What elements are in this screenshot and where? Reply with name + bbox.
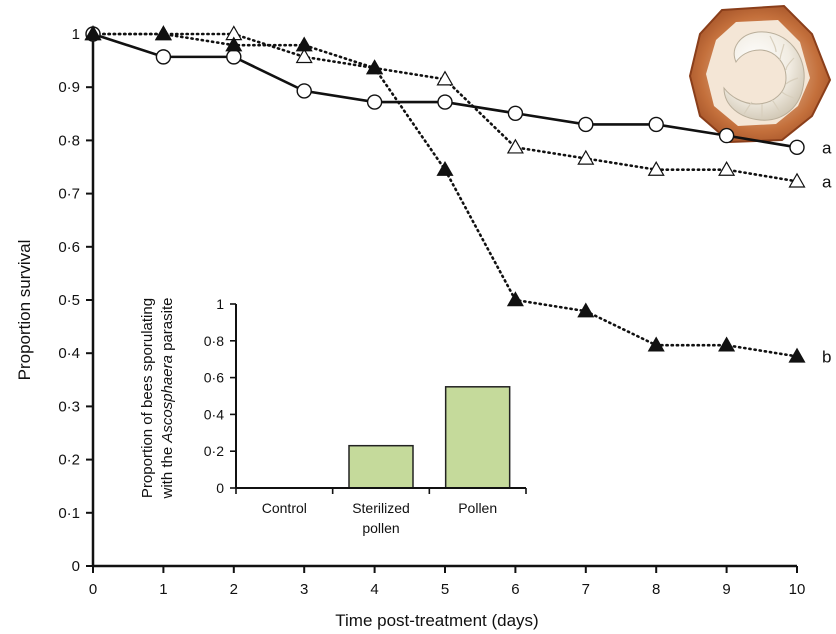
- inset-category-label: Pollen: [458, 500, 497, 516]
- y-tick-label: 0·2: [58, 452, 80, 469]
- filled-triangle-point: [647, 336, 665, 352]
- x-axis-title: Time post-treatment (days): [335, 611, 538, 630]
- larva-photo: [688, 4, 832, 144]
- open-triangle-point: [647, 160, 665, 176]
- x-tick-label: 1: [159, 581, 167, 598]
- significance-letter: b: [822, 347, 831, 366]
- open-circle-point: [648, 116, 664, 133]
- filled-triangle-point: [154, 25, 172, 41]
- inset-y-title-text: with the: [159, 443, 176, 500]
- inset-y-title-line2: with the Ascosphaera parasite: [159, 298, 176, 500]
- main-plot: 00·10·20·30·40·50·60·70·80·910 1 2 3 4 5 6 7 8 9 1…: [15, 25, 832, 630]
- y-tick-label: 0·6: [58, 239, 80, 256]
- x-tick-label: 4: [370, 581, 378, 598]
- x-tick-label: 6: [511, 581, 519, 598]
- inset-y-tick-label: 0·4: [204, 406, 224, 422]
- filled-triangle-point: [718, 336, 736, 352]
- inset-y-tick-label: 0·8: [204, 333, 224, 349]
- y-tick-label: 0·3: [58, 398, 80, 415]
- open-triangle-point: [436, 70, 454, 86]
- open-circle-point: [366, 94, 383, 110]
- open-triangle-point: [788, 172, 806, 188]
- larva-segments-shape: [743, 35, 799, 118]
- inset-y-title-line1: Proportion of bees sporulating: [139, 298, 156, 498]
- inset-y-title-genus: Ascosphaera: [159, 355, 176, 444]
- filled-triangle-point: [295, 36, 313, 52]
- x-tick-label: 2: [230, 581, 238, 598]
- filled-triangle-point: [506, 291, 524, 307]
- open-circle-point: [718, 127, 735, 144]
- x-tick-label: 10: [789, 581, 806, 598]
- inset-y-title-text: parasite: [159, 298, 176, 356]
- x-tick-label: 0: [89, 581, 97, 598]
- open-triangle-point: [506, 138, 524, 154]
- inset-y-tick-label: 0·6: [204, 370, 224, 386]
- x-tick-label: 9: [722, 581, 730, 598]
- open-circle-point: [155, 49, 172, 65]
- series-line-open-circle: [92, 32, 798, 149]
- inset-bar-chart: 0 0·2 0·4 0·6 0·8 1 Control Sterilized pollen Pol…: [139, 296, 527, 536]
- filled-triangle-point: [84, 25, 102, 41]
- filled-triangle-point: [577, 302, 595, 318]
- inset-category-label: pollen: [362, 520, 399, 536]
- filled-triangle-point: [225, 36, 243, 52]
- x-tick-label: 5: [441, 581, 449, 598]
- open-circle-point: [507, 105, 524, 121]
- y-tick-label: 0·7: [58, 186, 80, 203]
- x-tick-label: 8: [652, 581, 660, 598]
- inset-y-tick-label: 0: [216, 480, 224, 496]
- inset-y-tick-label: 0·2: [204, 443, 224, 459]
- y-tick-label: 0: [72, 558, 80, 575]
- open-circle-point: [437, 94, 453, 110]
- open-triangle-point: [295, 48, 313, 64]
- inset-category-label: Control: [262, 500, 307, 516]
- filled-triangle-point: [436, 160, 454, 176]
- open-circle-point: [578, 116, 594, 133]
- filled-triangle-point: [366, 59, 384, 75]
- y-tick-label: 0·8: [58, 132, 80, 149]
- open-circle-point: [226, 49, 242, 65]
- y-tick-label: 0·1: [58, 505, 80, 522]
- significance-letter: a: [822, 172, 832, 191]
- open-circle-point: [296, 83, 312, 99]
- x-tick-label: 7: [582, 581, 590, 598]
- y-tick-label: 0·9: [58, 79, 80, 96]
- inset-y-tick-label: 1: [216, 296, 224, 312]
- y-tick-label: 0·5: [58, 292, 80, 309]
- y-tick-label: 1: [72, 26, 80, 43]
- larva-shape: [723, 31, 805, 121]
- inset-bar: [444, 386, 511, 489]
- inset-category-label: Sterilized: [352, 500, 410, 516]
- filled-triangle-point: [788, 347, 806, 363]
- x-tick-label: 3: [300, 581, 308, 598]
- open-circle-point: [789, 139, 805, 156]
- open-triangle-point: [718, 160, 736, 176]
- significance-letter: a: [822, 138, 832, 157]
- open-triangle-point: [577, 149, 595, 165]
- inset-bar: [348, 444, 414, 489]
- y-tick-label: 0·4: [58, 345, 80, 362]
- y-axis-title: Proportion survival: [15, 240, 34, 381]
